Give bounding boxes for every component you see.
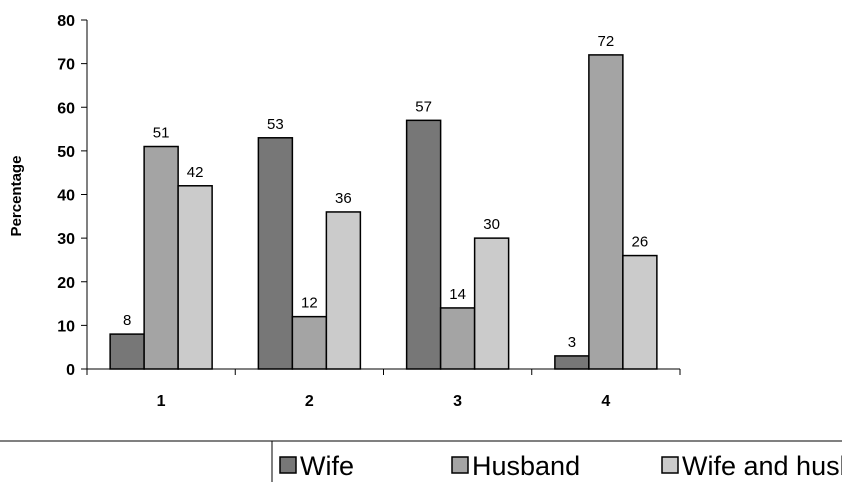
bar [588, 54, 624, 370]
data-label: 26 [632, 234, 649, 251]
y-tick-label: 0 [66, 362, 75, 379]
data-label: 12 [301, 295, 318, 312]
x-axis: 1 2 3 4 [86, 368, 681, 410]
x-tick-label: 4 [601, 393, 610, 410]
legend-label: Wife and husband [682, 451, 842, 481]
bar [257, 137, 294, 370]
legend-swatch [451, 456, 469, 474]
legend-swatch [661, 456, 679, 474]
data-label: 57 [415, 98, 432, 115]
y-tick-label: 40 [57, 188, 75, 205]
bar [554, 355, 590, 370]
bar [291, 315, 328, 370]
y-tick-label: 70 [57, 57, 75, 74]
bar [325, 211, 362, 370]
x-tick-label: 2 [305, 393, 314, 410]
data-label: 14 [449, 286, 466, 303]
legend-swatch [279, 456, 297, 474]
bar [622, 254, 658, 370]
x-tick-label: 1 [157, 393, 166, 410]
bar [109, 333, 145, 370]
data-label: 8 [123, 312, 131, 329]
legend-label: Wife [300, 451, 354, 481]
data-label: 30 [483, 216, 500, 233]
bar [177, 185, 213, 370]
data-label: 53 [267, 116, 284, 133]
legend-label: Husband [472, 451, 580, 481]
x-tick-label: 3 [453, 393, 462, 410]
legend: Wife Husband Wife and husband [0, 440, 842, 482]
data-label: 51 [153, 125, 170, 142]
data-label: 36 [335, 190, 352, 207]
y-axis: 0 10 20 30 40 50 60 70 80 [57, 13, 88, 379]
y-tick-label: 80 [57, 13, 75, 30]
y-axis-title: Percentage [8, 156, 25, 237]
data-label: 72 [598, 33, 615, 50]
data-label: 3 [568, 334, 576, 351]
y-tick-label: 50 [57, 144, 75, 161]
bars [109, 54, 658, 370]
bar [473, 237, 510, 370]
bar [143, 145, 179, 370]
bar [439, 307, 476, 370]
y-tick-label: 10 [57, 318, 75, 335]
data-label: 42 [187, 164, 204, 181]
data-labels: 8 53 57 3 51 12 14 72 42 36 30 26 [123, 33, 648, 351]
y-tick-label: 60 [57, 100, 75, 117]
y-tick-label: 20 [57, 275, 75, 292]
y-tick-label: 30 [57, 231, 75, 248]
bar [405, 119, 442, 370]
